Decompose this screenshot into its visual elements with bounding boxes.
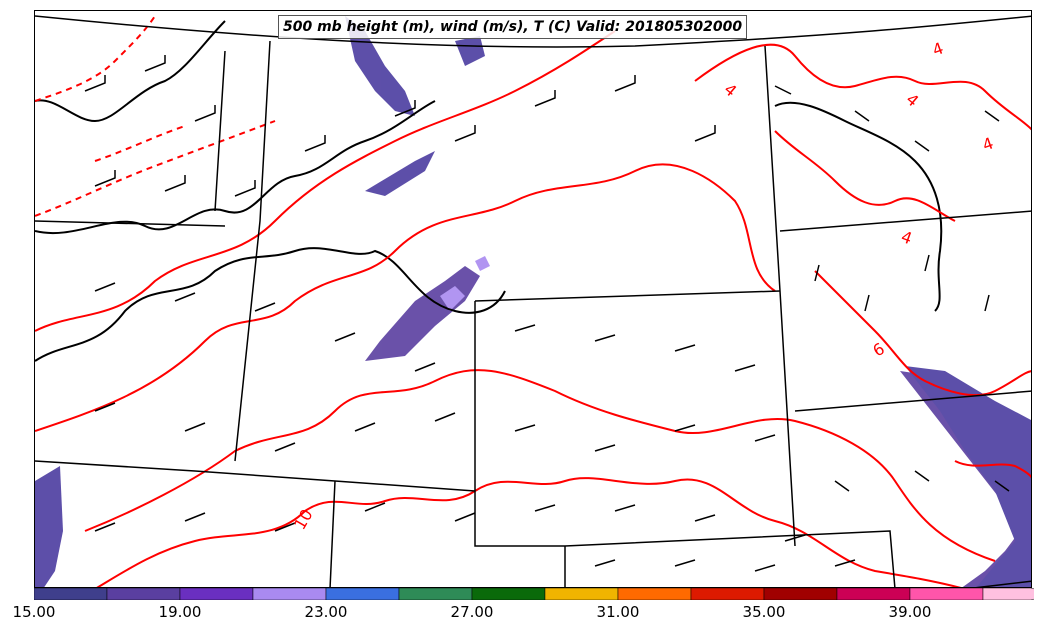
temperature-contours-dashed (35, 15, 276, 217)
colorbar-segment (909, 588, 984, 600)
colorbar-segment (179, 588, 254, 600)
colorbar-tick-label: 31.00 (596, 603, 640, 621)
colorbar-tick-label: 19.00 (158, 603, 202, 621)
colorbar-tick-label: 23.00 (304, 603, 348, 621)
colorbar-segment (617, 588, 692, 600)
colorbar-segment (471, 588, 546, 600)
colorbar-segment (252, 588, 327, 600)
colorbar-segment (982, 588, 1034, 600)
colorbar-tick-label: 15.00 (12, 603, 56, 621)
contour-label: 4 (980, 133, 996, 154)
contour-label: 4 (902, 90, 922, 111)
contour-label: 4 (720, 80, 740, 101)
colorbar-segment (763, 588, 838, 600)
colorbar-tick-label: 27.00 (450, 603, 494, 621)
colorbar-segment (836, 588, 911, 600)
colorbar-segment (106, 588, 181, 600)
colorbar-segment (34, 588, 108, 600)
colorbar-segment (690, 588, 765, 600)
wind-barbs (84, 55, 1010, 572)
colorbar-tick-label: 35.00 (742, 603, 786, 621)
map-title: 500 mb height (m), wind (m/s), T (C) Val… (278, 15, 748, 39)
temperature-contours (35, 30, 1031, 587)
colorbar (34, 588, 1034, 600)
contour-label: 4 (930, 38, 946, 59)
colorbar-segment (544, 588, 619, 600)
state-boundaries (35, 15, 1031, 587)
colorbar-tick-label: 39.00 (888, 603, 932, 621)
colorbar-segment (325, 588, 400, 600)
colorbar-segment (398, 588, 473, 600)
map-canvas: 4 4 4 4 4 6 10 (35, 15, 1031, 587)
contour-label: 4 (899, 227, 915, 248)
wind-speed-shading (35, 16, 1031, 587)
contour-labels: 4 4 4 4 4 6 10 (290, 38, 996, 533)
height-contours (35, 20, 943, 362)
contour-label: 10 (290, 506, 317, 533)
map-panel: 4 4 4 4 4 6 10 (34, 10, 1032, 588)
